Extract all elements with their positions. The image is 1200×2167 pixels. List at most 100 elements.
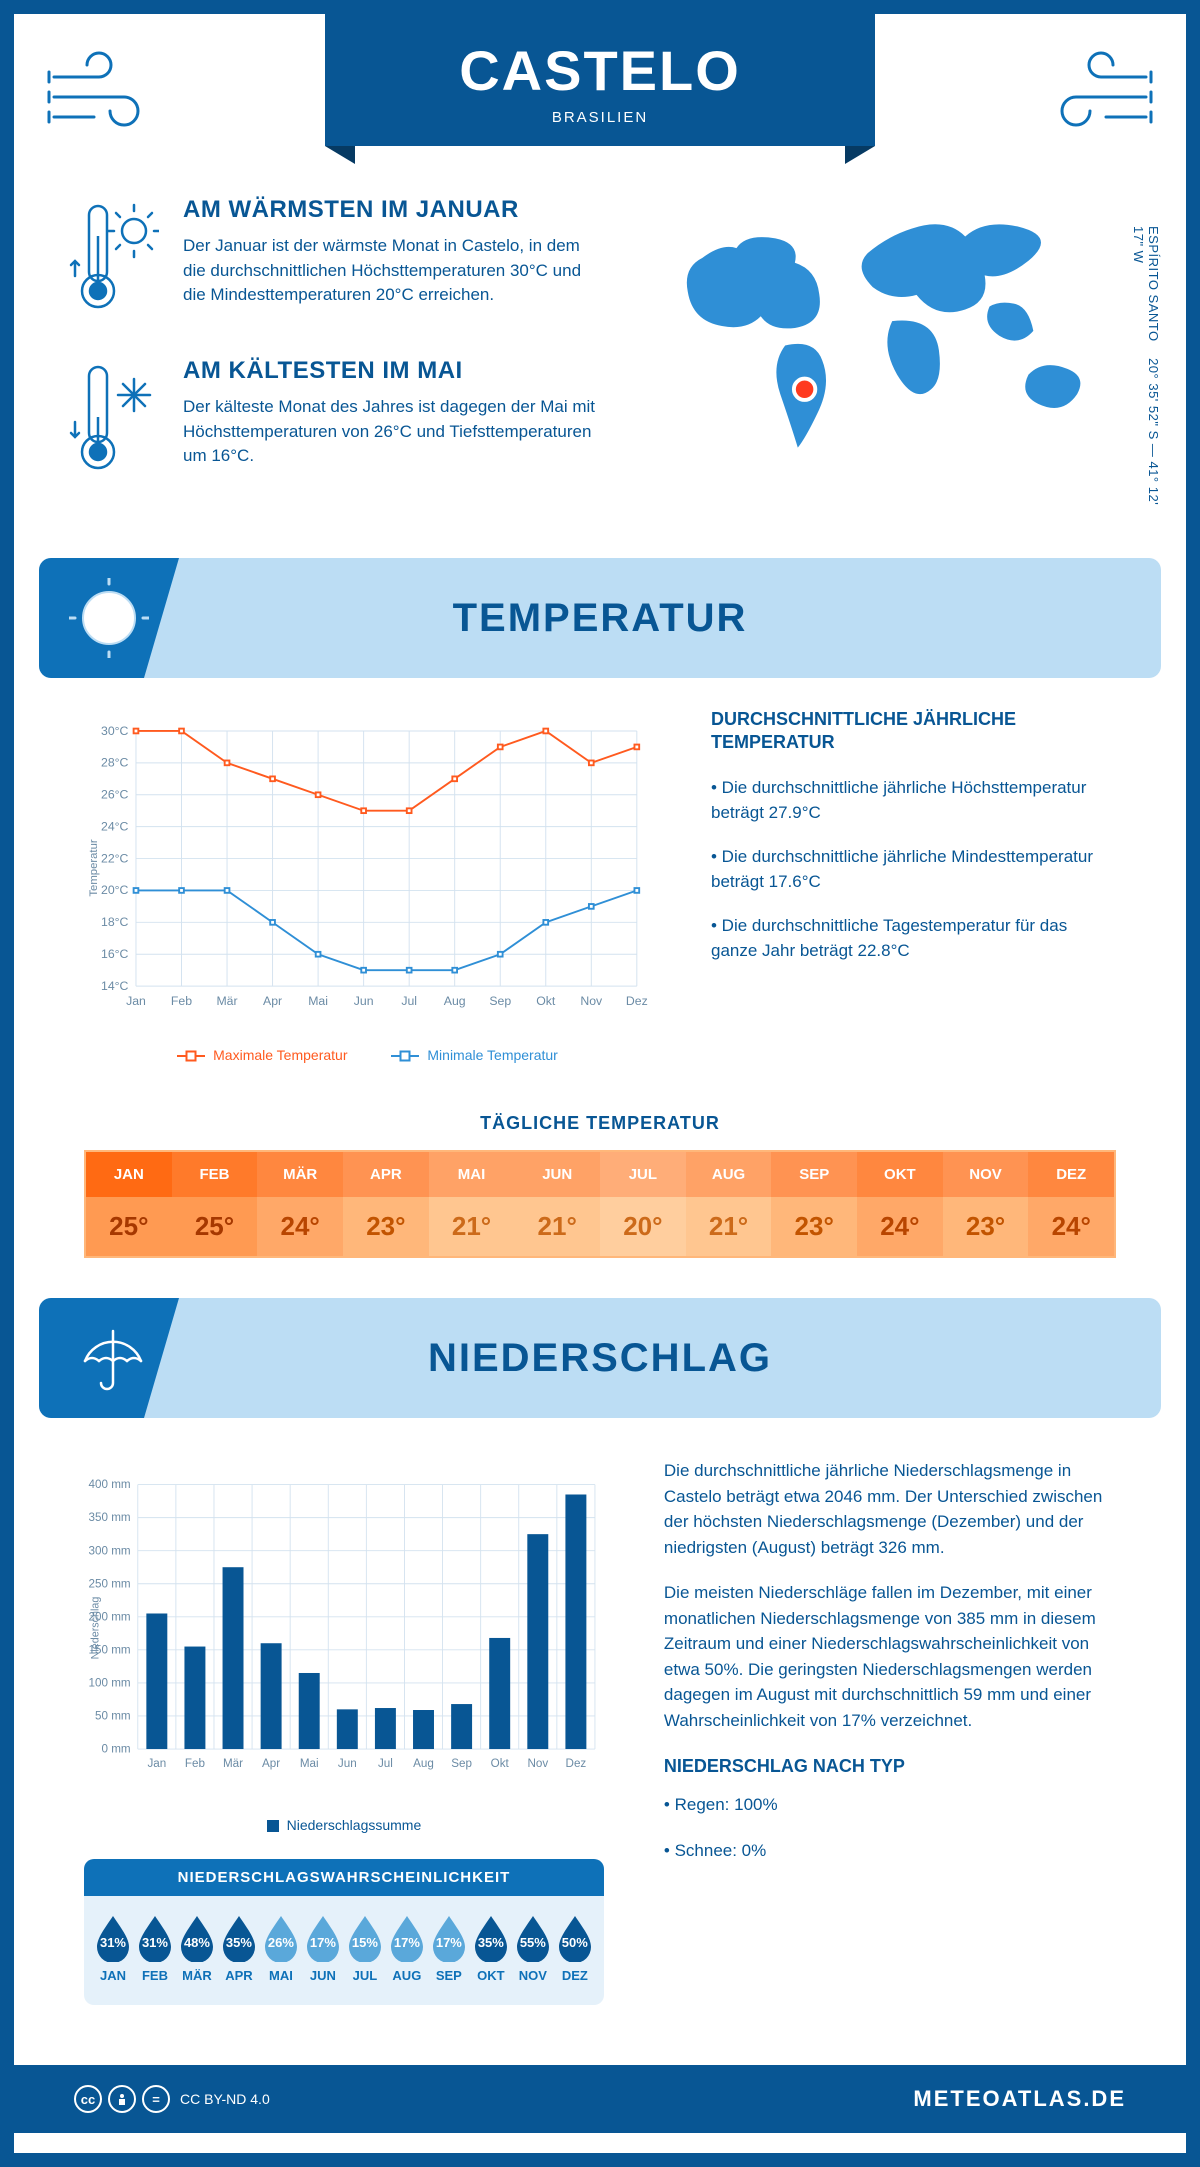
svg-text:24°C: 24°C [101,819,129,833]
temp-table-value: 20° [600,1197,686,1256]
precip-prob-drop: 55%NOV [513,1914,553,1983]
precip-snow: • Schnee: 0% [664,1838,1116,1864]
svg-text:Jan: Jan [126,994,146,1008]
legend-max-label: Maximale Temperatur [213,1047,347,1063]
precip-prob-drop: 17%AUG [387,1914,427,1983]
svg-text:16°C: 16°C [101,947,129,961]
precip-rain: • Regen: 100% [664,1792,1116,1818]
precip-chart-legend: Niederschlagssumme [84,1817,604,1833]
svg-text:28°C: 28°C [101,756,129,770]
temp-content: 14°C16°C18°C20°C22°C24°C26°C28°C30°CJanF… [14,708,1186,1093]
temp-section-title: TEMPERATUR [453,596,748,641]
cc-by-icon [108,2085,136,2113]
svg-text:Dez: Dez [566,1757,587,1770]
temp-table-value: 24° [1028,1197,1114,1256]
license-text: CC BY-ND 4.0 [180,2091,270,2107]
svg-text:Temperatur: Temperatur [88,839,100,897]
precip-prob-drop: 35%APR [219,1914,259,1983]
svg-text:20°C: 20°C [101,883,129,897]
svg-text:0 mm: 0 mm [102,1743,131,1756]
svg-text:Sep: Sep [451,1757,472,1770]
svg-text:Jul: Jul [378,1757,393,1770]
precip-summary-p1: Die durchschnittliche jährliche Niedersc… [664,1458,1116,1560]
temp-table-value: 23° [343,1197,429,1256]
sun-icon [39,558,179,678]
svg-text:Mär: Mär [223,1757,243,1770]
temp-chart-legend: Maximale Temperatur Minimale Temperatur [84,1047,651,1063]
precip-prob-drop: 31%JAN [93,1914,133,1983]
world-map-region: ESPÍRITO SANTO 20° 35' 52" S — 41° 12' 1… [644,196,1131,518]
temp-table-month: FEB [172,1152,258,1197]
precip-bar-chart: 0 mm50 mm100 mm150 mm200 mm250 mm300 mm3… [84,1458,604,2005]
city-title: CASTELO [325,38,875,103]
temp-table-month: NOV [943,1152,1029,1197]
legend-min-label: Minimale Temperatur [427,1047,557,1063]
cc-icons: cc = [74,2085,170,2113]
temp-table-month: DEZ [1028,1152,1114,1197]
svg-text:Feb: Feb [185,1757,205,1770]
page: CASTELO BRASILIEN [14,14,1186,2153]
temp-table-value: 21° [429,1197,515,1256]
fact-coldest-body: Der kälteste Monat des Jahres ist dagege… [183,395,604,469]
wind-icon [44,42,164,142]
daily-temp-table: JANFEBMÄRAPRMAIJUNJULAUGSEPOKTNOVDEZ 25°… [84,1150,1116,1258]
precip-type-heading: NIEDERSCHLAG NACH TYP [664,1753,1116,1780]
legend-precip-label: Niederschlagssumme [287,1817,422,1833]
svg-text:18°C: 18°C [101,915,129,929]
temp-table-month: SEP [771,1152,857,1197]
temp-table-value: 24° [257,1197,343,1256]
temp-table-value: 23° [771,1197,857,1256]
world-map-icon [644,196,1131,456]
svg-text:Dez: Dez [626,994,648,1008]
fact-coldest: AM KÄLTESTEN IM MAI Der kälteste Monat d… [69,357,604,482]
svg-text:Jan: Jan [147,1757,166,1770]
temp-table-value: 21° [686,1197,772,1256]
intro-facts: AM WÄRMSTEN IM JANUAR Der Januar ist der… [69,196,604,518]
precip-prob-drop: 17%JUN [303,1914,343,1983]
svg-text:Nov: Nov [527,1757,548,1770]
footer: cc = CC BY-ND 4.0 METEOATLAS.DE [14,2065,1186,2133]
precip-prob-drop: 26%MAI [261,1914,301,1983]
temp-summary-heading: DURCHSCHNITTLICHE JÄHRLICHE TEMPERATUR [711,708,1116,755]
thermometer-sun-icon [69,196,159,321]
precip-summary-p2: Die meisten Niederschläge fallen im Deze… [664,1580,1116,1733]
footer-brand: METEOATLAS.DE [913,2086,1126,2112]
svg-text:Nov: Nov [580,994,603,1008]
svg-text:Apr: Apr [263,994,282,1008]
svg-text:14°C: 14°C [101,979,129,993]
precip-prob-drop: 17%SEP [429,1914,469,1983]
cc-nd-icon: = [142,2085,170,2113]
daily-temp-title: TÄGLICHE TEMPERATUR [14,1113,1186,1134]
fact-warmest-body: Der Januar ist der wärmste Monat in Cast… [183,234,604,308]
country-subtitle: BRASILIEN [325,109,875,126]
svg-text:Jul: Jul [401,994,417,1008]
precip-section-banner: NIEDERSCHLAG [39,1298,1161,1418]
svg-text:30°C: 30°C [101,724,129,738]
precip-prob-drop: 31%FEB [135,1914,175,1983]
umbrella-icon [39,1298,179,1418]
svg-text:Niederschlag: Niederschlag [89,1597,101,1660]
coordinates: ESPÍRITO SANTO 20° 35' 52" S — 41° 12' 1… [1131,226,1161,518]
svg-text:Mär: Mär [216,994,237,1008]
coords-region: ESPÍRITO SANTO [1146,226,1161,342]
svg-text:Aug: Aug [444,994,466,1008]
svg-text:Okt: Okt [491,1757,510,1770]
thermometer-snow-icon [69,357,159,482]
temp-table-month: MÄR [257,1152,343,1197]
footer-license: cc = CC BY-ND 4.0 [74,2085,270,2113]
temp-table-month: MAI [429,1152,515,1197]
svg-text:Sep: Sep [489,994,511,1008]
precip-prob-drop: 15%JUL [345,1914,385,1983]
precip-content: 0 mm50 mm100 mm150 mm200 mm250 mm300 mm3… [14,1448,1186,2035]
temp-line-chart: 14°C16°C18°C20°C22°C24°C26°C28°C30°CJanF… [84,708,651,1063]
svg-text:Feb: Feb [171,994,192,1008]
temp-table-month: JAN [86,1152,172,1197]
temp-table-value: 25° [86,1197,172,1256]
header-ribbon: CASTELO BRASILIEN [325,14,875,146]
svg-text:22°C: 22°C [101,851,129,865]
svg-text:Aug: Aug [413,1757,434,1770]
svg-text:250 mm: 250 mm [89,1577,131,1590]
wind-icon [1036,42,1156,142]
temp-table-value: 23° [943,1197,1029,1256]
svg-text:300 mm: 300 mm [89,1544,131,1557]
